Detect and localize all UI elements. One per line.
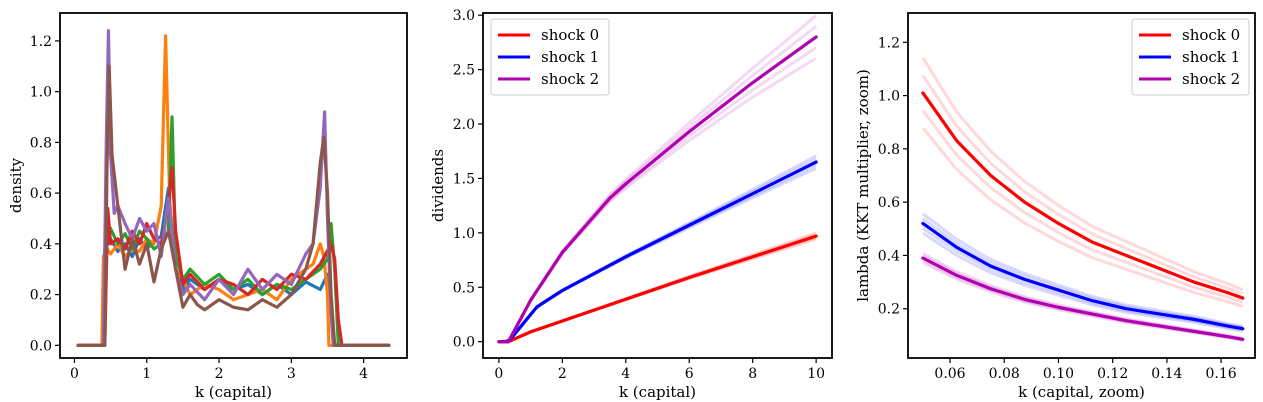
lambda-x-tick-label: 0.06 xyxy=(934,366,965,382)
dividends-legend-label-shock-0: shock 0 xyxy=(541,26,599,44)
lambda-band-shock-1 xyxy=(922,231,1244,333)
density-panel: 0 1 2 3 4 0.0 0.2 0.4 0.6 0.8 1.0 1.2 k (capital) d… xyxy=(7,12,408,401)
lambda-legend-label-shock-0: shock 0 xyxy=(1182,26,1240,44)
density-y-axis-label: density xyxy=(7,157,25,213)
lambda-y-tick-label: 0.2 xyxy=(878,302,900,318)
lambda-x-tick-label: 0.14 xyxy=(1151,366,1182,382)
dividends-y-tick-label: 0.0 xyxy=(453,335,475,351)
density-y-tick-label: 0.8 xyxy=(30,135,52,151)
lambda-x-tick-label: 0.16 xyxy=(1206,366,1237,382)
dividends-y-axis-label: dividends xyxy=(429,149,447,222)
density-x-tick-label: 2 xyxy=(215,366,224,382)
density-y-tick-label: 1.0 xyxy=(30,85,52,101)
lambda-legend-label-shock-1: shock 1 xyxy=(1182,48,1240,66)
density-x-tick-label: 4 xyxy=(359,366,368,382)
dividends-y-tick-label: 2.5 xyxy=(453,63,475,79)
dividends-y-tick-label: 1.5 xyxy=(453,171,475,187)
lambda-y-tick-label: 0.8 xyxy=(878,142,900,158)
lambda-y-tick-label: 1.2 xyxy=(878,35,900,51)
lambda-y-tick-label: 0.4 xyxy=(878,248,900,264)
lambda-y-tick-label: 0.6 xyxy=(878,195,900,211)
dividends-legend-box xyxy=(490,18,610,96)
density-x-axis-label: k (capital) xyxy=(195,383,272,401)
dividends-line-shock-0 xyxy=(497,234,818,344)
dividends-y-tick-label: 0.5 xyxy=(453,280,475,296)
dividends-x-tick-label: 0 xyxy=(494,366,503,382)
dividends-axes-frame xyxy=(482,12,833,359)
density-x-tick-label: 1 xyxy=(142,366,151,382)
density-line-series-5 xyxy=(76,64,391,347)
density-y-tick-label: 1.2 xyxy=(30,34,52,50)
dividends-panel: 0 2 4 6 8 10 0.0 0.5 1.0 1.5 2.0 2.5 3.0 k (capital)… xyxy=(429,8,833,401)
dividends-x-tick-label: 4 xyxy=(621,366,630,382)
density-x-tick-label: 3 xyxy=(287,366,296,382)
dividends-line-shock-2 xyxy=(497,35,818,344)
lambda-legend-label-shock-2: shock 2 xyxy=(1182,70,1240,88)
density-x-tick-label: 0 xyxy=(70,366,79,382)
density-y-tick-label: 0.6 xyxy=(30,186,52,202)
lambda-axes-frame xyxy=(907,12,1256,359)
dividends-x-tick-label: 6 xyxy=(685,366,694,382)
lambda-line-shock-1 xyxy=(921,221,1245,331)
lambda-y-tick-label: 1.0 xyxy=(878,89,900,105)
lambda-legend-box xyxy=(1131,18,1250,96)
dividends-y-tick-label: 1.0 xyxy=(453,226,475,242)
lambda-x-tick-label: 0.10 xyxy=(1043,366,1074,382)
lambda-band-shock-0 xyxy=(921,126,1244,308)
lambda-band-shock-1 xyxy=(922,212,1244,328)
lambda-x-tick-label: 0.12 xyxy=(1097,366,1128,382)
density-y-tick-label: 0.4 xyxy=(30,237,52,253)
lambda-band-shock-0 xyxy=(921,74,1244,296)
lambda-legend: shock 0 shock 1 shock 2 xyxy=(1131,18,1250,96)
lambda-x-axis-label: k (capital, zoom) xyxy=(1018,383,1145,401)
lambda-panel: 0.06 0.08 0.10 0.12 0.14 0.16 0.2 0.4 0.6 0.8 1.0 1… xyxy=(854,12,1256,401)
lambda-line-shock-0 xyxy=(921,91,1245,300)
dividends-x-tick-label: 8 xyxy=(748,366,757,382)
density-line-series-4 xyxy=(76,29,391,347)
density-y-tick-label: 0.2 xyxy=(30,288,52,304)
dividends-legend-label-shock-2: shock 2 xyxy=(541,70,599,88)
density-axes-frame xyxy=(59,12,408,359)
lambda-band-shock-0 xyxy=(921,57,1244,292)
dividends-x-tick-label: 2 xyxy=(558,366,567,382)
dividends-x-tick-label: 10 xyxy=(807,366,825,382)
dividends-y-tick-label: 3.0 xyxy=(453,8,475,24)
density-y-tick-label: 0.0 xyxy=(30,338,52,354)
lambda-y-axis-label: lambda (KKT multiplier, zoom) xyxy=(854,69,872,302)
lambda-band-shock-0 xyxy=(921,109,1244,304)
lambda-x-tick-label: 0.08 xyxy=(989,366,1020,382)
dividends-x-axis-label: k (capital) xyxy=(619,383,696,401)
dividends-legend: shock 0 shock 1 shock 2 xyxy=(490,18,610,96)
density-line-series-2 xyxy=(76,115,391,347)
dividends-y-tick-label: 2.0 xyxy=(453,117,475,133)
dividends-legend-label-shock-1: shock 1 xyxy=(541,48,599,66)
lambda-line-shock-2 xyxy=(921,256,1245,341)
